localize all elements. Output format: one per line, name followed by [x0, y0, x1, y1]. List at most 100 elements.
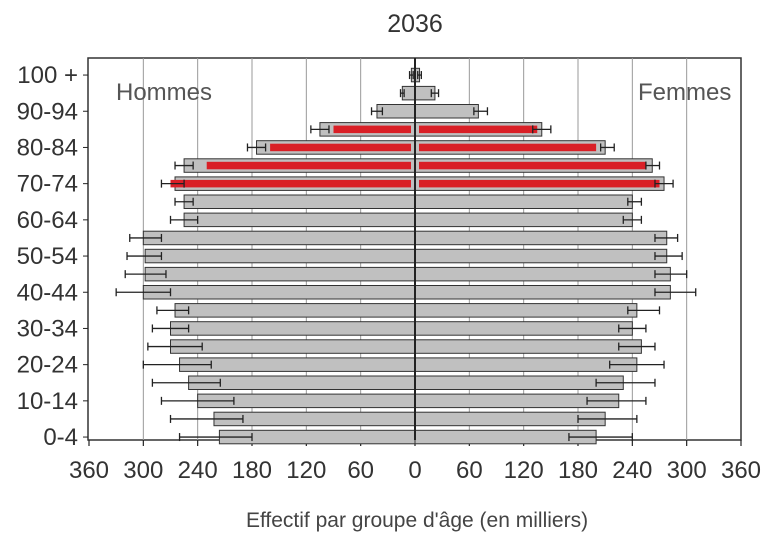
- error-bar-hommes: [408, 71, 414, 80]
- bar-femmes: [414, 194, 633, 209]
- error-bar-femmes: [627, 306, 661, 315]
- bar-hommes: [183, 212, 416, 228]
- bar-femmes: [414, 339, 642, 354]
- error-bar-femmes: [618, 324, 647, 333]
- error-bar-hommes: [246, 143, 267, 152]
- error-bar-hommes: [370, 107, 384, 116]
- error-bar-hommes: [151, 324, 190, 333]
- y-tick-label: 40-44: [17, 279, 78, 306]
- bar-femmes: [414, 321, 633, 336]
- error-bar-hommes: [174, 197, 194, 206]
- error-bar-hommes: [156, 306, 190, 315]
- error-bar-femmes: [599, 143, 615, 152]
- error-bar-hommes: [147, 342, 203, 351]
- y-tick-label: 10-14: [17, 388, 78, 415]
- x-tick-label: 180: [558, 457, 598, 484]
- bar-femmes-highlight: [419, 125, 538, 134]
- error-bar-hommes: [399, 89, 405, 98]
- x-tick-label: 60: [347, 457, 374, 484]
- x-tick-label: 300: [667, 457, 707, 484]
- error-bar-femmes: [654, 270, 688, 279]
- bar-hommes: [183, 194, 416, 209]
- bar-hommes: [144, 266, 416, 282]
- bars: [142, 67, 671, 445]
- error-bar-hommes: [160, 396, 235, 405]
- error-bar-hommes: [124, 270, 167, 279]
- bar-femmes-highlight: [419, 179, 660, 188]
- error-bar-femmes: [609, 360, 665, 369]
- bar-hommes-highlight: [270, 143, 411, 152]
- bar-femmes: [414, 212, 633, 228]
- x-axis-label: Effectif par groupe d'âge (en milliers): [246, 509, 588, 532]
- y-tick-label: 0-4: [43, 424, 78, 451]
- chart-title: 2036: [387, 10, 443, 38]
- bar-hommes-highlight: [333, 125, 411, 134]
- x-tick-label: 120: [504, 457, 544, 484]
- x-tick-label: 240: [178, 457, 218, 484]
- bar-hommes: [142, 230, 416, 246]
- y-tick-label: 20-24: [17, 352, 78, 379]
- bar-femmes: [414, 375, 624, 390]
- bar-hommes: [179, 357, 416, 372]
- error-bar-femmes: [654, 233, 679, 242]
- error-bar-femmes: [622, 215, 643, 224]
- error-bar-hommes: [129, 233, 163, 242]
- error-bar-femmes: [532, 125, 552, 134]
- left-label-hommes: Hommes: [116, 79, 212, 106]
- bar-femmes: [414, 285, 671, 300]
- error-bar-hommes: [310, 125, 330, 134]
- error-bar-femmes: [430, 89, 440, 98]
- y-tick-label: 100 +: [17, 62, 78, 89]
- error-bar-hommes: [151, 378, 221, 387]
- error-bar-hommes: [174, 161, 194, 170]
- error-bar-femmes: [577, 414, 638, 423]
- error-bar-hommes: [178, 433, 253, 442]
- x-tick-label: 360: [721, 457, 761, 484]
- bar-hommes: [142, 285, 416, 300]
- error-bar-hommes: [142, 360, 212, 369]
- bar-hommes: [170, 339, 416, 354]
- y-tick-label: 70-74: [17, 171, 78, 198]
- y-tick-labels: 100 + 90-94 80-84 70-74 60-64 50-54 40-44 30-34…: [17, 62, 88, 451]
- error-bar-femmes: [654, 288, 697, 297]
- bar-hommes: [144, 248, 416, 264]
- error-bar-hommes: [160, 179, 185, 188]
- error-bar-femmes: [417, 71, 422, 80]
- error-bar-femmes: [627, 197, 643, 206]
- x-tick-label: 240: [612, 457, 652, 484]
- error-bars: [115, 71, 697, 442]
- error-bar-hommes: [169, 414, 244, 423]
- bar-femmes: [414, 230, 668, 246]
- x-tick-label: 180: [232, 457, 272, 484]
- y-tick-label: 30-34: [17, 315, 78, 342]
- error-bar-femmes: [568, 433, 633, 442]
- error-bar-femmes: [654, 252, 683, 261]
- error-bar-hommes: [169, 215, 199, 224]
- bar-hommes: [188, 375, 416, 390]
- y-tick-label: 50-54: [17, 243, 78, 270]
- error-bar-femmes: [586, 396, 647, 405]
- error-bar-femmes: [595, 378, 656, 387]
- error-bar-femmes: [645, 161, 661, 170]
- x-tick-label: 60: [456, 457, 483, 484]
- right-label-femmes: Femmes: [638, 79, 731, 106]
- bar-hommes-highlight: [170, 179, 411, 188]
- error-bar-femmes: [618, 342, 656, 351]
- x-tick-labels: 360 300 240 180 120 60 0 60 120 180 240 300 360: [69, 457, 761, 484]
- y-tick-label: 80-84: [17, 134, 78, 161]
- error-bar-femmes: [654, 179, 674, 188]
- bar-femmes-highlight: [419, 143, 597, 152]
- x-tick-label: 120: [286, 457, 326, 484]
- x-tick-label: 300: [123, 457, 163, 484]
- bar-femmes: [414, 357, 638, 372]
- x-tick-label: 360: [69, 457, 109, 484]
- bar-hommes: [213, 411, 416, 427]
- error-bar-hommes: [126, 252, 163, 261]
- error-bar-femmes: [473, 107, 489, 116]
- bar-femmes: [414, 411, 606, 427]
- bar-femmes: [414, 266, 671, 282]
- x-tick-label: 0: [408, 457, 421, 484]
- bar-femmes: [414, 104, 479, 119]
- y-tick-label: 60-64: [17, 207, 78, 234]
